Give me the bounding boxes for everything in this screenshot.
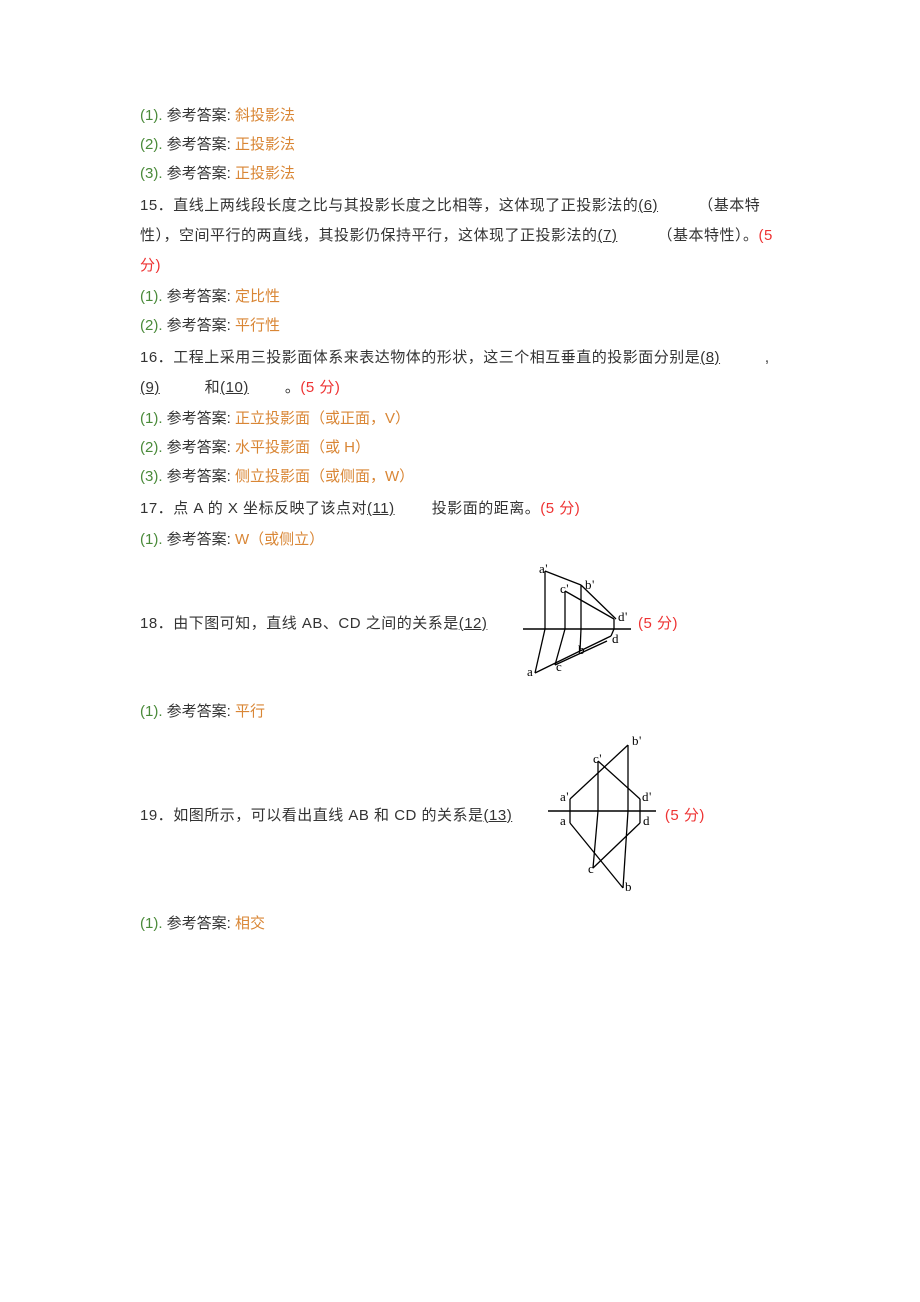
q-text: 直线上两线段长度之比与其投影长度之比相等，这体现了正投影法的 (173, 197, 638, 214)
svg-text:c': c' (560, 581, 569, 596)
ans-num: (1). (140, 410, 163, 427)
svg-text:b': b' (585, 577, 595, 592)
answer-row: (2). 参考答案: 水平投影面（或 H） (140, 434, 780, 461)
svg-text:a': a' (539, 561, 548, 576)
svg-text:b': b' (632, 733, 642, 748)
q-num: 18． (140, 615, 173, 632)
question-19: 19．如图所示，可以看出直线 AB 和 CD 的关系是 (13) b' c' a' d… (140, 733, 780, 898)
answer-row: (3). 参考答案: 侧立投影面（或侧面，W） (140, 463, 780, 490)
svg-text:c: c (556, 659, 562, 674)
q-text: 工程上采用三投影面体系来表达物体的形状，这三个相互垂直的投影面分别是 (173, 349, 700, 366)
ans-label: 参考答案: (167, 531, 231, 548)
ans-value: 正投影法 (235, 165, 295, 182)
ans-num: (1). (140, 915, 163, 932)
svg-text:d: d (612, 631, 619, 646)
question-16: 16．工程上采用三投影面体系来表达物体的形状，这三个相互垂直的投影面分别是 (8… (140, 343, 780, 403)
ans-value: 正投影法 (235, 136, 295, 153)
ans-value: W（或侧立） (235, 531, 324, 548)
answer-row: (1). 参考答案: 斜投影法 (140, 102, 780, 129)
points: (5 分) (300, 379, 340, 396)
q-text: 和 (200, 379, 220, 396)
q-num: 19． (140, 807, 173, 824)
q-num: 17． (140, 500, 173, 517)
blank-11: (11) (367, 494, 427, 524)
q-text: 由下图可知，直线 AB、CD 之间的关系是 (173, 615, 459, 632)
ans-num: (2). (140, 136, 163, 153)
blank-12: (12) (459, 609, 519, 639)
diagram-19: b' c' a' d' d a c b (548, 733, 660, 898)
ans-num: (2). (140, 439, 163, 456)
ans-label: 参考答案: (167, 165, 231, 182)
q-text: , (760, 349, 769, 366)
svg-text:d: d (643, 813, 650, 828)
q-num: 16． (140, 349, 173, 366)
ans-label: 参考答案: (167, 136, 231, 153)
svg-text:a: a (527, 664, 533, 679)
ans-value: 相交 (235, 915, 265, 932)
diagram-18: a' c' b' d' d b c a (523, 561, 633, 686)
ans-label: 参考答案: (167, 915, 231, 932)
question-18: 18．由下图可知，直线 AB、CD 之间的关系是 (12) a' c' b' d' d b… (140, 561, 780, 686)
ans-label: 参考答案: (167, 288, 231, 305)
ans-num: (1). (140, 703, 163, 720)
answer-row: (1). 参考答案: 定比性 (140, 283, 780, 310)
answer-row: (2). 参考答案: 正投影法 (140, 131, 780, 158)
ans-value: 正立投影面（或正面，V） (235, 410, 410, 427)
question-17: 17．点 A 的 X 坐标反映了该点对 (11) 投影面的距离。(5 分) (140, 494, 780, 524)
blank-13: (13) (484, 801, 544, 831)
q18-text-cell: 18．由下图可知，直线 AB、CD 之间的关系是 (12) (140, 609, 519, 639)
svg-text:d': d' (642, 789, 652, 804)
q-text: 点 A 的 X 坐标反映了该点对 (173, 500, 367, 517)
projection-diagram-icon: b' c' a' d' d a c b (548, 733, 660, 898)
ans-value: 斜投影法 (235, 107, 295, 124)
ans-value: 定比性 (235, 288, 280, 305)
svg-text:b: b (578, 642, 585, 657)
ans-value: 侧立投影面（或侧面，W） (235, 468, 414, 485)
answer-row: (1). 参考答案: 平行 (140, 698, 780, 725)
ans-num: (1). (140, 531, 163, 548)
ans-value: 平行性 (235, 317, 280, 334)
points: (5 分) (665, 801, 705, 831)
ans-label: 参考答案: (167, 107, 231, 124)
answer-row: (2). 参考答案: 平行性 (140, 312, 780, 339)
svg-text:c': c' (593, 751, 602, 766)
q-text: 如图所示，可以看出直线 AB 和 CD 的关系是 (173, 807, 483, 824)
svg-text:a': a' (560, 789, 569, 804)
q-text: 投影面的距离。 (427, 500, 540, 517)
ans-value: 水平投影面（或 H） (235, 439, 370, 456)
svg-text:b: b (625, 879, 632, 894)
ans-label: 参考答案: (167, 317, 231, 334)
q-text: （基本特性）。 (658, 227, 759, 244)
answer-row: (1). 参考答案: 正立投影面（或正面，V） (140, 405, 780, 432)
svg-text:d': d' (618, 609, 628, 624)
ans-value: 平行 (235, 703, 265, 720)
ans-num: (1). (140, 288, 163, 305)
blank-9: (9) (140, 373, 200, 403)
q19-text-cell: 19．如图所示，可以看出直线 AB 和 CD 的关系是 (13) (140, 801, 544, 831)
answer-row: (1). 参考答案: 相交 (140, 910, 780, 937)
ans-num: (2). (140, 317, 163, 334)
ans-label: 参考答案: (167, 410, 231, 427)
blank-7: (7) (598, 221, 658, 251)
blank-10: (10) (220, 373, 280, 403)
svg-text:a: a (560, 813, 566, 828)
points: (5 分) (638, 609, 678, 639)
answer-row: (1). 参考答案: W（或侧立） (140, 526, 780, 553)
ans-label: 参考答案: (167, 468, 231, 485)
svg-text:c: c (588, 861, 594, 876)
blank-6: (6) (638, 191, 698, 221)
ans-num: (3). (140, 165, 163, 182)
blank-8: (8) (700, 343, 760, 373)
projection-diagram-icon: a' c' b' d' d b c a (523, 561, 633, 686)
question-15: 15．直线上两线段长度之比与其投影长度之比相等，这体现了正投影法的 (6) （基… (140, 191, 780, 281)
q-num: 15． (140, 197, 173, 214)
answers-top: (1). 参考答案: 斜投影法 (2). 参考答案: 正投影法 (3). 参考答… (140, 102, 780, 187)
ans-num: (3). (140, 468, 163, 485)
ans-label: 参考答案: (167, 439, 231, 456)
ans-num: (1). (140, 107, 163, 124)
answer-row: (3). 参考答案: 正投影法 (140, 160, 780, 187)
points: (5 分) (540, 500, 580, 517)
ans-label: 参考答案: (167, 703, 231, 720)
q-text: 。 (280, 379, 300, 396)
